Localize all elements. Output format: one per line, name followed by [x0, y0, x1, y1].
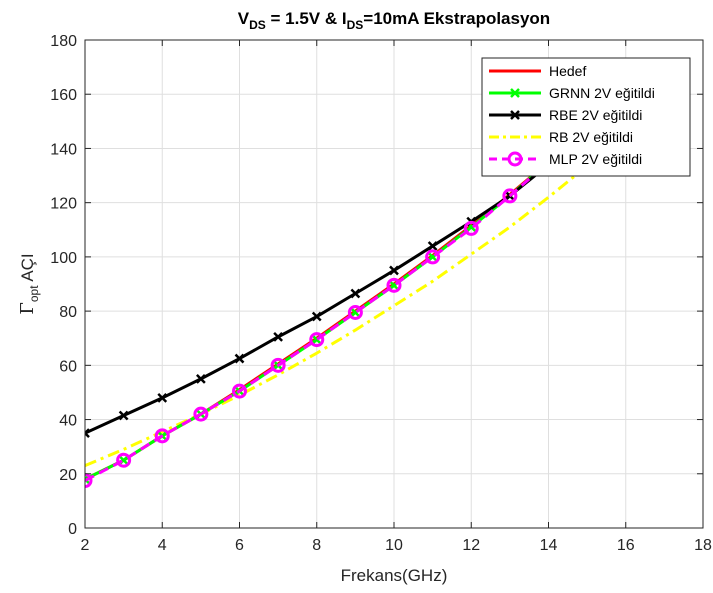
- legend-label: MLP 2V eğitildi: [549, 151, 642, 167]
- data-point: [427, 241, 438, 251]
- data-point: [386, 277, 402, 293]
- title-part-0: V: [238, 9, 250, 28]
- y-axis-label: Γopt AÇI: [17, 253, 41, 314]
- x-tick-label: 6: [235, 537, 244, 554]
- data-point: [234, 353, 245, 364]
- x-tick-label: 2: [81, 537, 90, 554]
- data-point: [350, 288, 361, 299]
- data-point: [195, 374, 206, 384]
- title-part-1: DS: [249, 18, 266, 32]
- legend-marker: [510, 88, 520, 98]
- data-point: [309, 332, 325, 348]
- data-point: [232, 383, 247, 399]
- x-tick-label: 18: [694, 537, 712, 554]
- series-layer: [85, 139, 619, 489]
- data-point: [118, 410, 129, 421]
- marker-stroke: [427, 241, 438, 251]
- marker-stroke: [195, 374, 206, 384]
- series-3: [85, 139, 619, 468]
- legend-label: GRNN 2V eğitildi: [549, 85, 655, 101]
- marker-stroke: [273, 331, 284, 342]
- marker-stroke: [510, 110, 520, 120]
- marker-stroke: [350, 288, 361, 299]
- y-tick-label: 160: [50, 87, 77, 104]
- y-tick-label: 140: [50, 141, 77, 158]
- title-part-4: =10mA Ekstrapolasyon: [363, 9, 550, 28]
- x-tick-label: 10: [385, 537, 403, 554]
- marker-stroke: [389, 265, 399, 276]
- y-axis-label-rest: AÇI: [18, 253, 37, 285]
- y-tick-label: 80: [59, 304, 77, 321]
- y-tick-label: 60: [59, 358, 77, 375]
- series-line: [85, 160, 550, 482]
- marker-stroke: [118, 410, 129, 421]
- title-part-3: DS: [347, 18, 364, 32]
- legend: Hedef GRNN 2V eğitildi RBE 2V eğitildi RB 2…: [481, 57, 691, 177]
- marker-stroke: [157, 392, 168, 403]
- legend-label: RBE 2V eğitildi: [549, 107, 642, 123]
- data-point: [389, 265, 399, 276]
- series-line: [85, 139, 619, 468]
- chart-title: VDS = 1.5V & IDS=10mA Ekstrapolasyon: [238, 9, 550, 32]
- data-point: [463, 220, 479, 236]
- y-tick-label: 20: [59, 467, 77, 484]
- y-axis-label-symbol: Γ: [17, 302, 38, 315]
- y-tick-label: 0: [68, 521, 77, 538]
- marker-stroke: [85, 431, 90, 438]
- data-point: [193, 406, 209, 422]
- data-point: [85, 428, 90, 438]
- legend-marker: [507, 151, 523, 167]
- y-tick-label: 40: [59, 413, 77, 430]
- legend-label: RB 2V eğitildi: [549, 129, 633, 145]
- marker-stroke: [311, 311, 322, 322]
- marker-stroke: [85, 428, 90, 435]
- x-tick-label: 8: [312, 537, 321, 554]
- y-tick-label: 180: [50, 33, 77, 50]
- data-point: [347, 304, 363, 320]
- marker-stroke: [510, 88, 520, 98]
- y-tick-label: 100: [50, 250, 77, 267]
- data-point: [502, 188, 518, 204]
- data-point: [116, 452, 132, 468]
- x-tick-label: 4: [158, 537, 167, 554]
- x-tick-label: 16: [617, 537, 635, 554]
- legend-marker: [510, 110, 520, 120]
- data-point: [273, 331, 284, 342]
- data-point: [311, 311, 322, 322]
- data-point: [154, 428, 170, 444]
- x-tick-label: 12: [462, 537, 480, 554]
- y-tick-label: 120: [50, 196, 77, 213]
- title-part-2: = 1.5V & I: [266, 9, 347, 28]
- marker-stroke: [234, 353, 245, 364]
- marker-stroke: [85, 477, 90, 485]
- data-point: [425, 249, 441, 265]
- data-point: [157, 392, 168, 403]
- y-axis-label-sub: opt: [27, 285, 41, 302]
- x-tick-label: 14: [540, 537, 558, 554]
- data-point: [85, 473, 93, 489]
- legend-label: Hedef: [549, 63, 586, 79]
- x-axis-label: Frekans(GHz): [341, 566, 448, 585]
- data-point: [270, 357, 286, 373]
